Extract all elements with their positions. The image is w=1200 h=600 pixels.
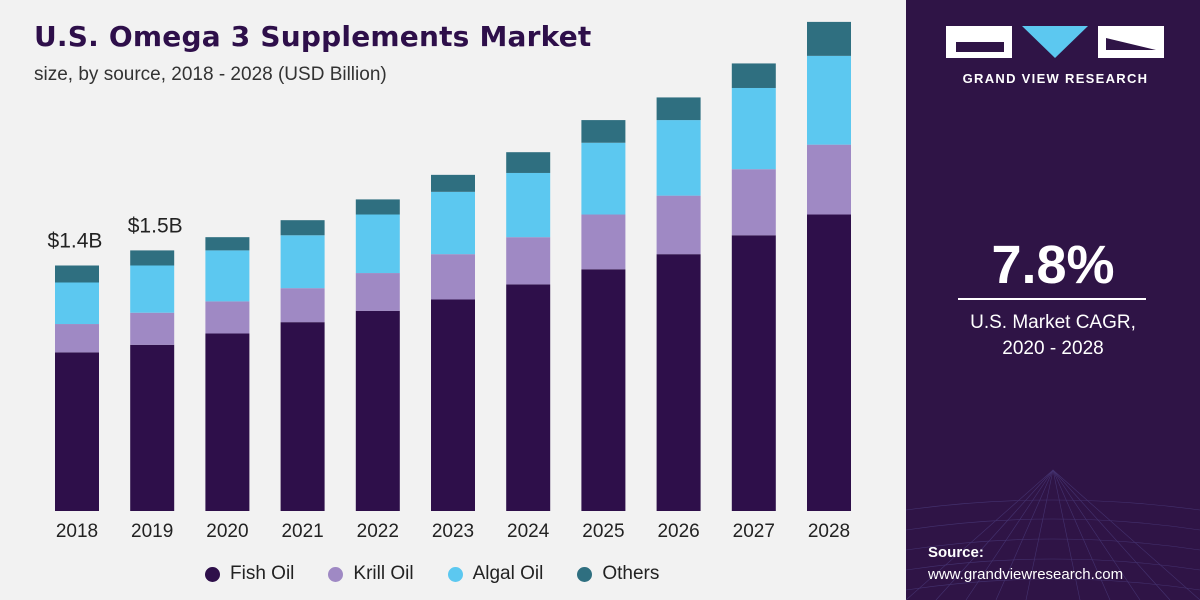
bar-segment-algal-oil-2022 (355, 214, 400, 274)
bar-segment-krill-oil-2019 (130, 312, 175, 345)
bar-segment-others-2019 (130, 250, 175, 266)
bar-stack-2025 (581, 120, 626, 511)
legend-label-algal-oil: Algal Oil (472, 563, 544, 584)
bar-segment-algal-oil-2026 (656, 120, 701, 196)
brand-name: GRAND VIEW RESEARCH (962, 71, 1149, 86)
bar-segment-others-2024 (506, 152, 551, 173)
bar-stack-2020 (205, 237, 250, 511)
bar-stack-2019 (130, 250, 175, 511)
cagr-value: 7.8% (991, 235, 1115, 295)
bar-segment-algal-oil-2018 (55, 282, 99, 325)
x-tick-label-2020: 2020 (206, 521, 248, 542)
bar-segment-fish-oil-2019 (130, 344, 175, 511)
bar-segment-krill-oil-2028 (807, 144, 851, 215)
bar-segment-krill-oil-2023 (431, 254, 475, 300)
bar-segment-others-2022 (355, 199, 400, 215)
x-tick-label-2026: 2026 (657, 521, 699, 542)
bar-segment-others-2020 (205, 237, 250, 251)
legend-item-fish-oil: Fish Oil (205, 563, 294, 585)
bar-segment-krill-oil-2027 (731, 169, 776, 236)
bar-segment-others-2021 (280, 220, 325, 236)
bar-segment-algal-oil-2028 (807, 55, 851, 145)
bar-segment-fish-oil-2023 (431, 299, 475, 511)
bar-segment-others-2023 (431, 174, 475, 192)
bar-stack-2018 (55, 265, 99, 511)
bar-segment-krill-oil-2025 (581, 214, 626, 270)
bar-segment-fish-oil-2026 (656, 254, 701, 511)
cagr-label-line1: U.S. Market CAGR, (970, 312, 1136, 333)
bar-stack-2024 (506, 152, 551, 511)
bar-segment-algal-oil-2027 (731, 87, 776, 170)
x-tick-label-2022: 2022 (357, 521, 399, 542)
bar-stack-2028 (807, 21, 851, 511)
bar-segment-algal-oil-2025 (581, 142, 626, 215)
cagr-divider (958, 298, 1146, 300)
cagr-label-line2: 2020 - 2028 (1002, 338, 1104, 359)
bar-segment-fish-oil-2027 (731, 235, 776, 512)
bar-segment-others-2018 (55, 265, 99, 283)
bar-segment-others-2025 (581, 120, 626, 143)
chart-title: U.S. Omega 3 Supplements Market (34, 20, 592, 53)
x-tick-label-2028: 2028 (808, 521, 850, 542)
bar-segment-fish-oil-2024 (506, 284, 551, 511)
chart-subtitle: size, by source, 2018 - 2028 (USD Billio… (34, 64, 387, 85)
bar-segment-krill-oil-2020 (205, 301, 250, 334)
bar-segment-fish-oil-2025 (581, 269, 626, 511)
x-tick-label-2024: 2024 (507, 521, 550, 542)
bar-segment-krill-oil-2026 (656, 195, 701, 255)
bar-segment-krill-oil-2021 (280, 288, 325, 323)
bar-segment-algal-oil-2019 (130, 265, 175, 313)
legend-item-krill-oil: Krill Oil (328, 563, 414, 585)
legend-swatch-krill-oil (328, 566, 344, 582)
x-tick-label-2023: 2023 (432, 521, 474, 542)
legend-label-others: Others (602, 563, 660, 584)
x-tick-label-2019: 2019 (131, 521, 173, 542)
x-tick-label-2027: 2027 (733, 521, 775, 542)
bar-segment-others-2027 (731, 63, 776, 88)
cagr-label: U.S. Market CAGR, 2020 - 2028 (906, 310, 1200, 362)
bar-segment-fish-oil-2020 (205, 333, 250, 511)
bar-segment-algal-oil-2024 (506, 172, 551, 238)
bar-stack-2026 (656, 97, 701, 511)
bar-stack-2021 (280, 220, 325, 511)
data-label-2018: $1.4B (48, 230, 103, 253)
legend-label-fish-oil: Fish Oil (230, 563, 295, 584)
bar-stack-2027 (731, 63, 776, 512)
x-tick-label-2018: 2018 (56, 521, 98, 542)
bar-segment-fish-oil-2021 (280, 322, 325, 511)
x-tick-label-2025: 2025 (582, 521, 624, 542)
legend-label-krill-oil: Krill Oil (353, 563, 414, 584)
bar-segment-fish-oil-2018 (55, 352, 99, 511)
legend-swatch-algal-oil (447, 566, 463, 582)
bar-segment-algal-oil-2023 (431, 191, 475, 255)
side-panel: GRAND VIEW RESEARCH 7.8% U.S. Market CAG… (906, 0, 1200, 600)
bar-segment-others-2028 (807, 21, 851, 56)
bar-segment-algal-oil-2021 (280, 235, 325, 289)
x-tick-label-2021: 2021 (281, 521, 323, 542)
bar-segment-fish-oil-2022 (355, 310, 400, 511)
grand-view-research-logo (946, 26, 1164, 58)
data-label-2019: $1.5B (128, 214, 183, 237)
legend-item-algal-oil: Algal Oil (447, 563, 544, 585)
source-url: www.grandviewresearch.com (928, 566, 1124, 583)
bar-segment-krill-oil-2022 (355, 273, 400, 311)
bar-segment-others-2026 (656, 97, 701, 121)
legend-item-others: Others (577, 563, 659, 585)
bar-stack-2023 (431, 174, 475, 511)
bar-segment-krill-oil-2018 (55, 324, 99, 353)
bar-segment-fish-oil-2028 (807, 214, 851, 511)
bar-segment-algal-oil-2020 (205, 250, 250, 302)
chart-panel: U.S. Omega 3 Supplements Market size, by… (34, 20, 851, 585)
source-label: Source: (928, 544, 984, 561)
decorative-grid (906, 469, 1200, 600)
bar-stack-2022 (355, 199, 400, 511)
legend-swatch-others (577, 566, 593, 582)
legend-swatch-fish-oil (205, 566, 220, 582)
chart-legend: Fish Oil Krill Oil Algal Oil Others (205, 563, 659, 585)
bar-segment-krill-oil-2024 (506, 237, 551, 285)
stacked-bar-chart: 2018 $1.4B 2019 $1.5B 2020 2021 2022 2023 2024 20… (48, 21, 851, 542)
